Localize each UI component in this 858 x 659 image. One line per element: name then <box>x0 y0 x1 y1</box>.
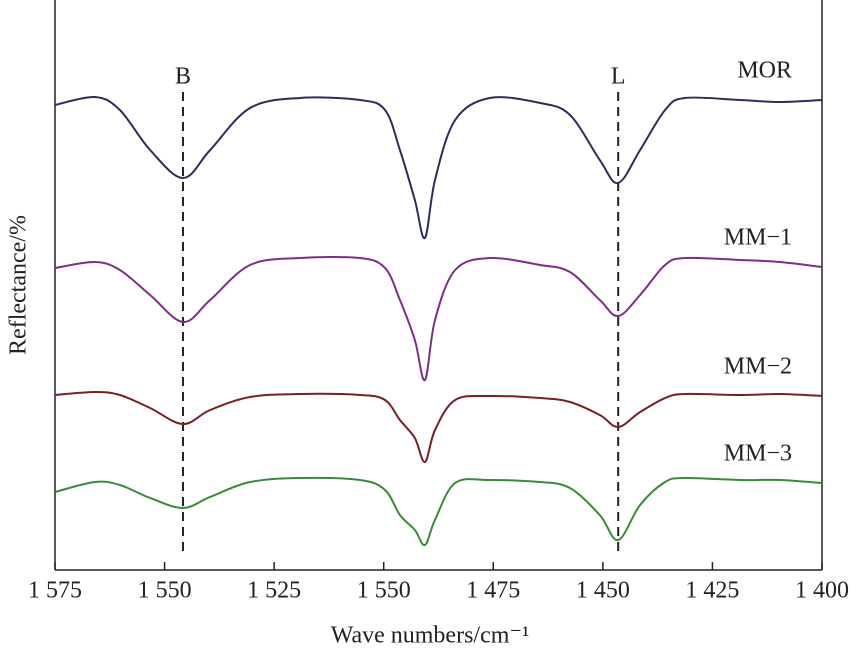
x-tick-label: 1 450 <box>576 578 630 604</box>
x-axis-label: Wave numbers/cm⁻¹ <box>331 623 530 649</box>
x-tick-label: 1 575 <box>28 578 82 604</box>
annotation: B <box>175 64 191 90</box>
x-tick-label: 1 425 <box>685 578 739 604</box>
annotation: L <box>611 64 626 90</box>
series-line <box>54 96 823 239</box>
series-label: MM−1 <box>724 224 792 250</box>
x-tick-label: 1 550 <box>138 578 192 604</box>
series-line <box>54 255 823 382</box>
y-axis-label: Reflectance/% <box>6 215 32 355</box>
series-label: MM−2 <box>724 354 792 380</box>
x-tick-label: 1 550 <box>357 578 411 604</box>
series-line <box>54 476 823 547</box>
x-tick-label: 1 475 <box>466 578 520 604</box>
series-label: MOR <box>737 57 792 83</box>
series-line <box>54 390 823 463</box>
series-label: MM−3 <box>724 440 792 466</box>
x-tick-label: 1 400 <box>795 578 849 604</box>
x-tick-label: 1 525 <box>247 578 301 604</box>
